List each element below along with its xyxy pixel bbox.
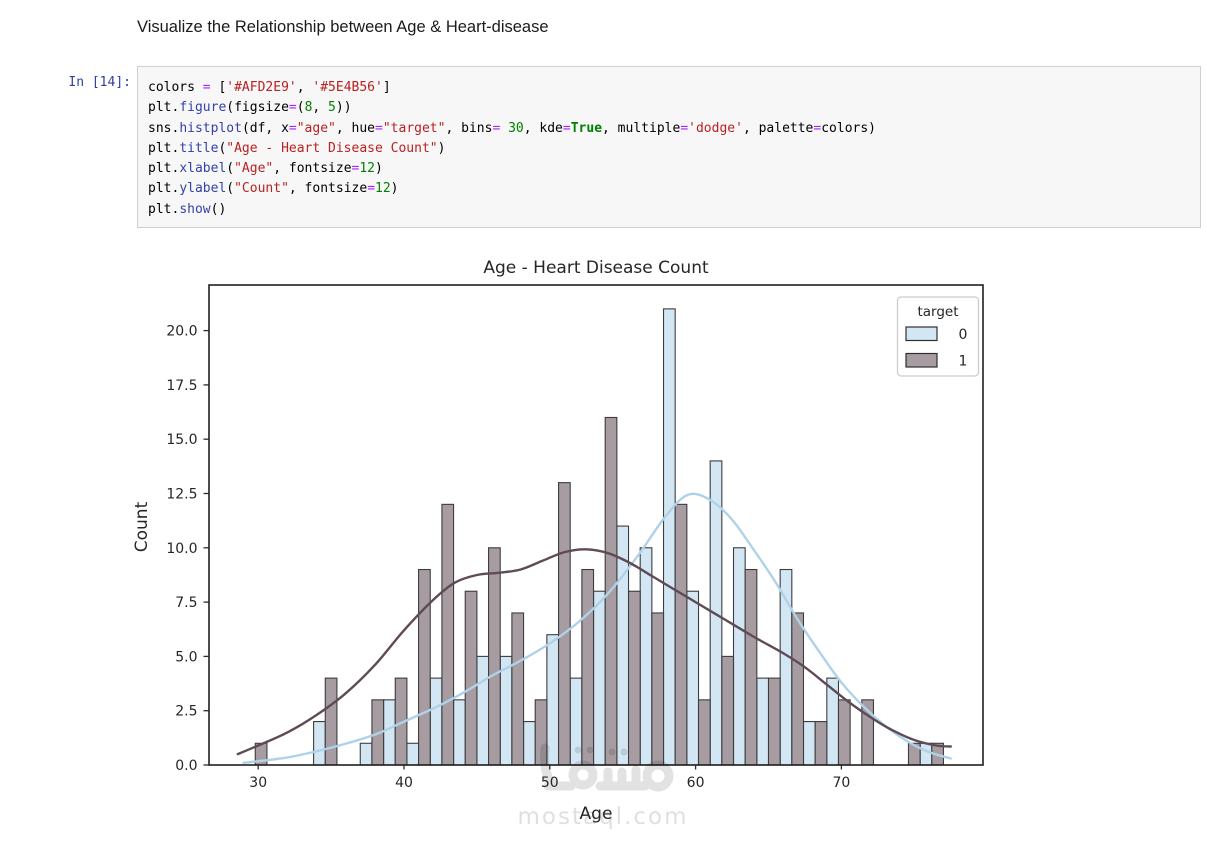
hist-bar-target1 [464,590,478,766]
hist-bar-target1 [767,677,781,766]
hist-bar-target0 [662,308,676,766]
x-axis-ticks: 30 40 50 60 70 [249,765,850,791]
kde-curves [236,492,952,764]
chart-title: Age - Heart Disease Count [483,258,709,278]
code-editor[interactable]: colors = ['#AFD2E9', '#5E4B56'] plt.figur… [148,78,1196,220]
y-tick-label: 7.5 [175,595,197,611]
hist-bar-target0 [732,547,746,766]
hist-bar-target1 [511,612,525,766]
hist-bar-target1 [674,503,688,766]
hist-bar-target1 [488,547,501,766]
code-line: plt.xlabel("Age", fontsize=12) [148,161,383,177]
legend-swatch-target1 [905,352,938,368]
code-line: plt.ylabel("Count", fontsize=12) [148,181,399,197]
hist-bar-target0 [453,699,466,766]
y-tick-label: 20.0 [166,324,197,340]
y-tick-label: 2.5 [175,704,197,720]
y-axis-ticks: 0.0 2.5 5.0 7.5 10.0 12.5 15.0 17.5 20.0 [166,324,209,774]
code-line: plt.show() [148,201,227,217]
plot-area [208,284,984,766]
hist-bar-target0 [802,721,816,766]
hist-bar-target1 [651,612,665,766]
code-line: plt.figure(figsize=(8, 5)) [148,100,352,116]
hist-bar-target1 [627,590,641,766]
hist-bar-target0 [686,590,700,766]
histogram-bars [254,308,945,766]
hist-bar-target1 [418,568,431,766]
hist-bar-target1 [837,699,851,766]
hist-bar-target0 [476,655,490,766]
hist-bar-target0 [383,699,396,766]
hist-bar-target1 [791,612,805,766]
hist-bar-target1 [557,482,571,766]
kde-curve-target0 [242,492,952,764]
code-line: sns.histplot(df, x="age", hue="target", … [148,120,877,136]
y-tick-label: 0.0 [175,758,197,774]
hist-bar-target1 [744,568,758,766]
hist-bar-target1 [441,503,455,766]
hist-bar-target0 [429,677,443,766]
chart-legend: target 0 1 [896,296,980,377]
legend-swatch-target0 [905,326,938,342]
legend-title: target [917,304,958,320]
code-cell[interactable]: colors = ['#AFD2E9', '#5E4B56'] plt.figur… [137,66,1201,228]
code-line: colors = ['#AFD2E9', '#5E4B56'] [148,80,391,95]
x-tick-label: 30 [249,775,267,791]
markdown-heading: Visualize the Relationship between Age &… [137,18,549,36]
y-tick-label: 12.5 [166,487,197,503]
chart-figure: Age - Heart Disease Count mostaql.com 30… [132,258,984,830]
x-tick-label: 50 [541,775,559,791]
hist-bar-target1 [581,568,595,766]
y-tick-label: 10.0 [166,541,197,557]
x-tick-label: 70 [832,775,850,791]
y-tick-label: 5.0 [175,649,197,665]
mostaql-watermark-domain: mostaql.com [518,804,689,830]
hist-bar-target0 [756,677,770,766]
hist-bar-target1 [721,655,735,766]
cell-input-prompt: In [14]: [68,75,131,90]
y-axis-label: Count [132,501,152,552]
y-tick-label: 15.0 [166,432,197,448]
hist-bar-target1 [697,699,711,766]
hist-bar-target0 [639,547,653,766]
hist-bar-target0 [592,590,606,766]
hist-bar-target1 [324,677,338,766]
x-tick-label: 40 [395,775,413,791]
legend-label-target1: 1 [959,354,968,370]
y-tick-label: 17.5 [166,378,197,394]
x-tick-label: 60 [687,775,705,791]
code-line: plt.title("Age - Heart Disease Count") [148,140,446,156]
hist-bar-target0 [406,742,420,766]
mostaql-watermark-arabic [540,743,674,792]
hist-bar-target0 [919,742,933,766]
kde-curve-target1 [236,548,952,756]
hist-bar-target0 [359,742,373,766]
hist-bar-target0 [313,721,326,766]
hist-bar-target0 [499,655,513,766]
legend-label-target0: 0 [959,327,968,343]
hist-bar-target0 [523,721,536,766]
x-axis-label: Age [580,804,613,824]
hist-bar-target1 [814,721,828,766]
